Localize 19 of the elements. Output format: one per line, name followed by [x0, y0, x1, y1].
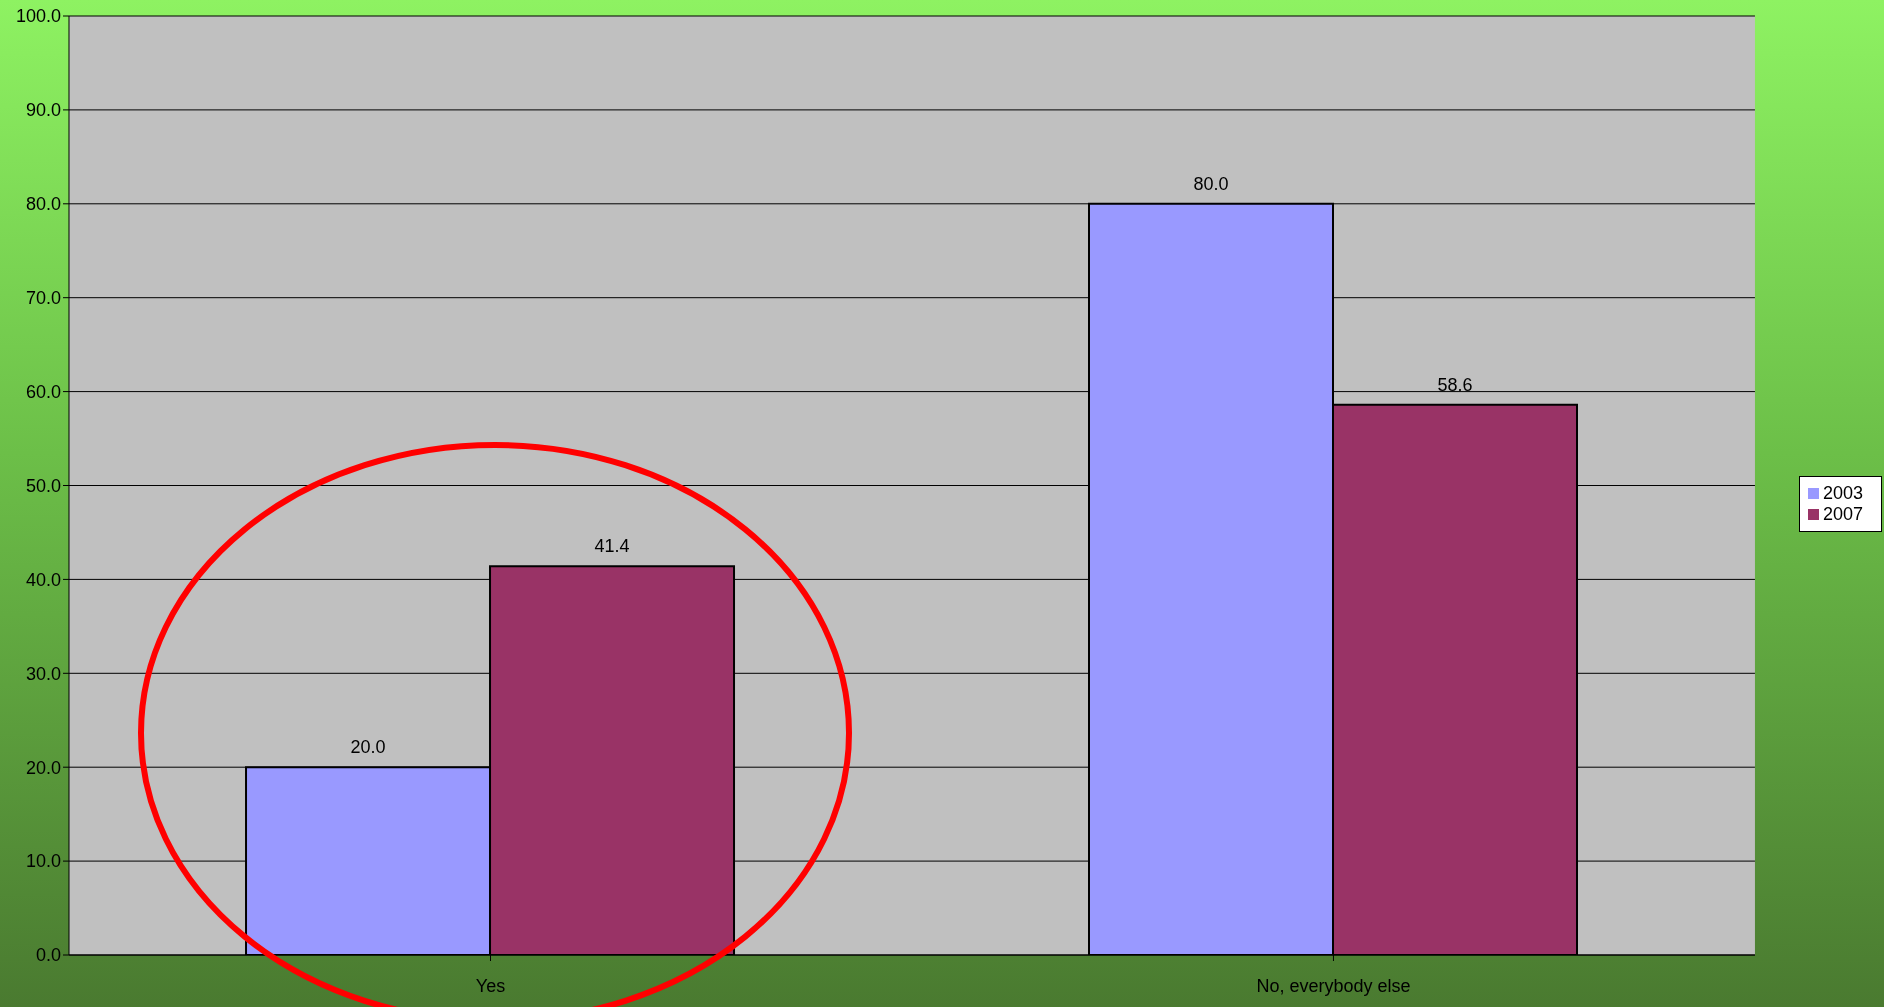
legend-label: 2007 — [1822, 503, 1863, 524]
data-label: 80.0 — [1193, 173, 1229, 194]
y-tick-label: 90.0 — [25, 100, 61, 121]
y-tick-label: 60.0 — [25, 381, 61, 402]
y-tick-label: 20.0 — [25, 757, 61, 778]
data-label: 58.6 — [1437, 374, 1473, 395]
data-label: 41.4 — [594, 536, 630, 557]
y-tick-label: 10.0 — [25, 851, 61, 872]
legend-label: 2003 — [1822, 482, 1863, 503]
x-tick-label: No, everybody else — [1256, 975, 1411, 996]
y-tick-label: 30.0 — [25, 663, 61, 684]
y-tick-label: 100.0 — [15, 6, 61, 27]
y-tick-label: 80.0 — [25, 194, 61, 215]
data-label: 20.0 — [350, 737, 386, 758]
y-tick-label: 0.0 — [35, 945, 61, 966]
x-tick-label: Yes — [475, 975, 506, 996]
y-tick-label: 50.0 — [25, 475, 61, 496]
y-tick-label: 70.0 — [25, 288, 61, 309]
y-tick-label: 40.0 — [25, 569, 61, 590]
